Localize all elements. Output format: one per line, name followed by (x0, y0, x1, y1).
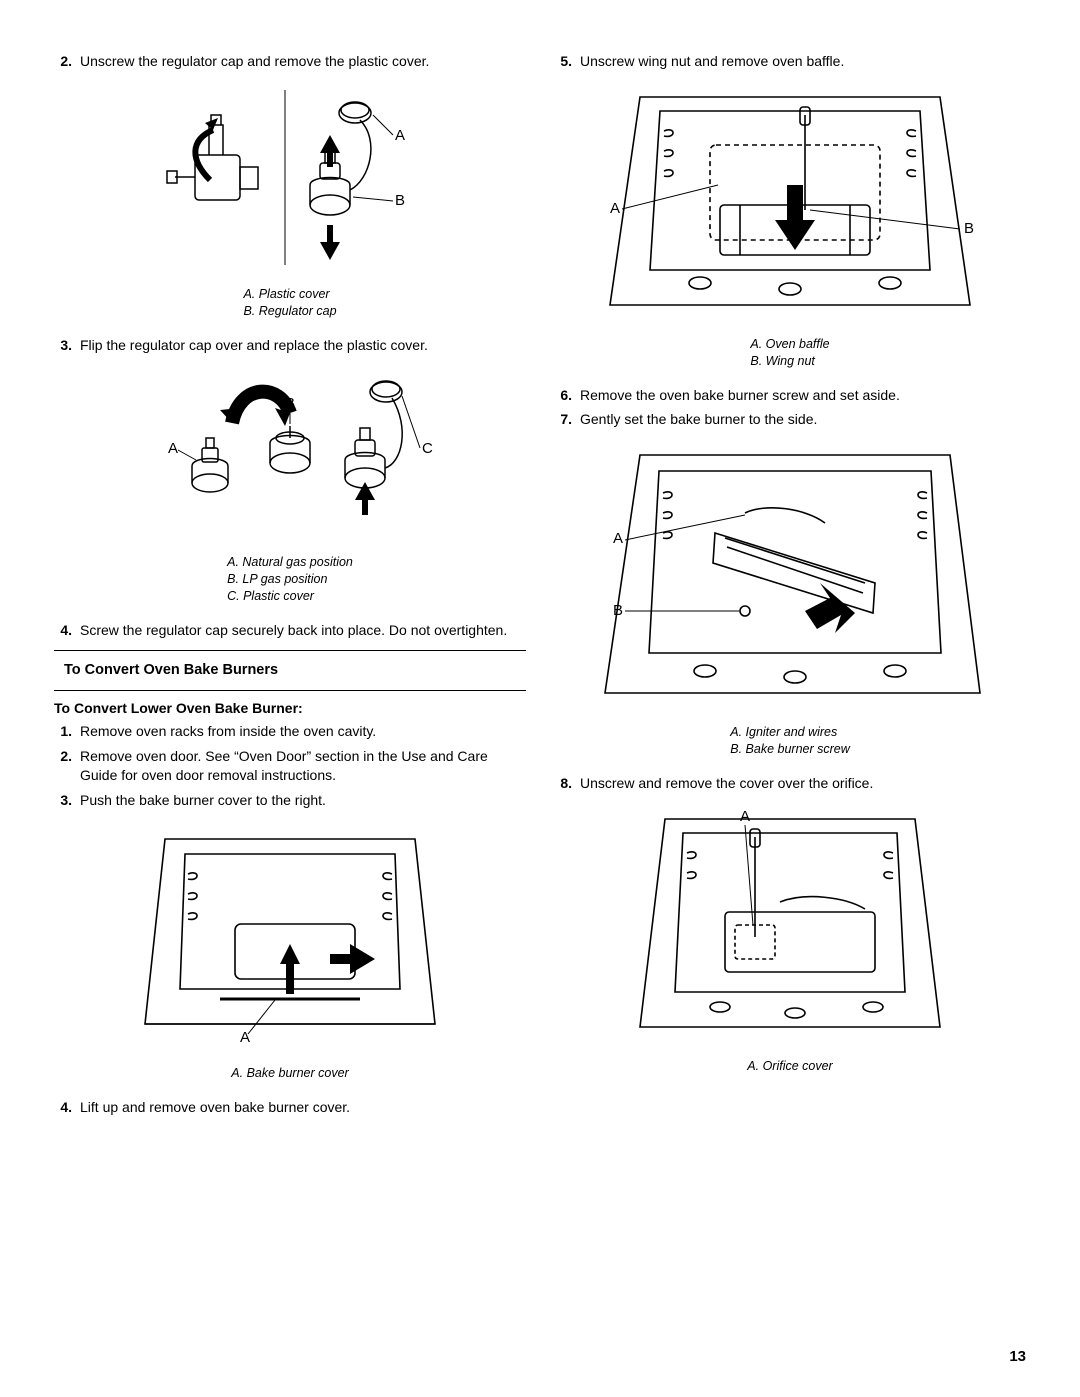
caption-line: A. Orifice cover (747, 1059, 832, 1073)
figure-caption: A. Orifice cover (747, 1058, 832, 1075)
step-number: 4. (54, 621, 80, 640)
step-number: 1. (54, 722, 80, 741)
label-A: A (395, 127, 405, 144)
figure-regulator-unscrew: A B A. Plastic cover B. Regulator cap (54, 85, 526, 330)
step-item: 1. Remove oven racks from inside the ove… (54, 722, 526, 741)
caption-line: A. Igniter and wires (730, 725, 837, 739)
figure-oven-push-cover: A A. Bake burner cover (54, 824, 526, 1092)
right-column: 5. Unscrew wing nut and remove oven baff… (554, 52, 1026, 1123)
label-A: A (613, 530, 623, 547)
left-column: 2. Unscrew the regulator cap and remove … (54, 52, 526, 1123)
section-heading: To Convert Oven Bake Burners (64, 661, 526, 681)
section-rule (54, 690, 526, 691)
step-text: Remove oven racks from inside the oven c… (80, 722, 526, 741)
step-number: 5. (554, 52, 580, 71)
label-B: B (395, 192, 405, 209)
step-item: 2. Unscrew the regulator cap and remove … (54, 52, 526, 71)
figure-caption: A. Bake burner cover (231, 1065, 348, 1082)
caption-line: B. LP gas position (227, 572, 327, 586)
figure-bake-burner-aside: A B A. Igniter and wires B. Bake burner … (554, 443, 1026, 768)
step-number: 4. (54, 1098, 80, 1117)
caption-line: B. Wing nut (750, 354, 815, 368)
caption-line: C. Plastic cover (227, 589, 314, 603)
figure-orifice-cover: A A. Orifice cover (554, 807, 1026, 1085)
step-text: Remove the oven bake burner screw and se… (580, 386, 1026, 405)
step-item: 3. Flip the regulator cap over and repla… (54, 336, 526, 355)
step-text: Lift up and remove oven bake burner cove… (80, 1098, 526, 1117)
step-item: 3. Push the bake burner cover to the rig… (54, 791, 526, 810)
step-number: 7. (554, 410, 580, 429)
step-text: Gently set the bake burner to the side. (580, 410, 1026, 429)
figure-caption: A. Igniter and wires B. Bake burner scre… (730, 724, 850, 758)
step-text: Screw the regulator cap securely back in… (80, 621, 526, 640)
section-rule (54, 650, 526, 651)
section-subheading: To Convert Lower Oven Bake Burner: (54, 699, 526, 718)
caption-line: B. Bake burner screw (730, 742, 850, 756)
step-number: 6. (554, 386, 580, 405)
step-item: 6. Remove the oven bake burner screw and… (554, 386, 1026, 405)
label-C: C (422, 440, 433, 457)
label-A: A (240, 1029, 250, 1046)
label-B: B (964, 220, 974, 237)
step-item: 7. Gently set the bake burner to the sid… (554, 410, 1026, 429)
label-B: B (613, 602, 623, 619)
figure-oven-baffle: A B A. Oven baffle B. Wing nut (554, 85, 1026, 380)
step-text: Unscrew wing nut and remove oven baffle. (580, 52, 1026, 71)
page-number: 13 (1009, 1347, 1026, 1367)
step-item: 4. Screw the regulator cap securely back… (54, 621, 526, 640)
step-item: 8. Unscrew and remove the cover over the… (554, 774, 1026, 793)
label-A: A (610, 200, 620, 217)
caption-line: A. Natural gas position (227, 555, 353, 569)
figure-caption: A. Oven baffle B. Wing nut (750, 336, 829, 370)
step-text: Unscrew and remove the cover over the or… (580, 774, 1026, 793)
caption-line: A. Plastic cover (243, 287, 329, 301)
label-A: A (168, 440, 178, 457)
step-number: 3. (54, 336, 80, 355)
step-text: Remove oven door. See “Oven Door” sectio… (80, 747, 526, 785)
label-B: B (285, 395, 295, 412)
step-text: Unscrew the regulator cap and remove the… (80, 52, 526, 71)
caption-line: B. Regulator cap (243, 304, 336, 318)
figure-caption: A. Plastic cover B. Regulator cap (243, 286, 336, 320)
step-text: Flip the regulator cap over and replace … (80, 336, 526, 355)
step-number: 3. (54, 791, 80, 810)
figure-regulator-flip: A B C A. Natural gas position B. LP gas … (54, 368, 526, 615)
step-number: 8. (554, 774, 580, 793)
step-item: 5. Unscrew wing nut and remove oven baff… (554, 52, 1026, 71)
step-text: Push the bake burner cover to the right. (80, 791, 526, 810)
step-number: 2. (54, 52, 80, 71)
step-number: 2. (54, 747, 80, 785)
caption-line: A. Bake burner cover (231, 1066, 348, 1080)
figure-caption: A. Natural gas position B. LP gas positi… (227, 554, 353, 605)
step-item: 2. Remove oven door. See “Oven Door” sec… (54, 747, 526, 785)
step-item: 4. Lift up and remove oven bake burner c… (54, 1098, 526, 1117)
caption-line: A. Oven baffle (750, 337, 829, 351)
label-A: A (740, 808, 750, 825)
